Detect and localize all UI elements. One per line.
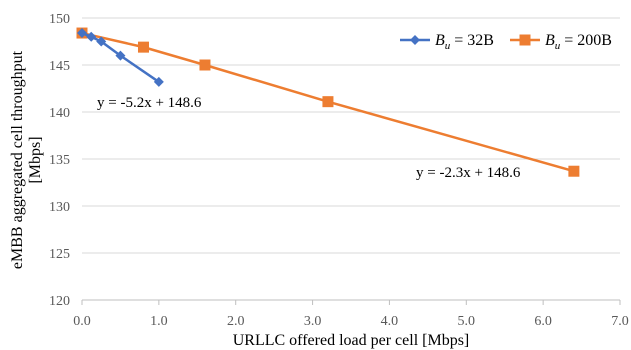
series-1-point-4 (568, 165, 580, 177)
series-1-point-3 (322, 96, 334, 108)
legend-marker-0 (410, 35, 420, 45)
series-0-point-4 (153, 76, 164, 87)
x-tick-7.0: 7.0 (611, 314, 629, 329)
legend-label-base: B (435, 32, 445, 49)
y-tick-130: 130 (49, 200, 70, 215)
legend-label-rest: = 200B (560, 32, 612, 49)
gridlines (82, 17, 620, 254)
series-0-point-0 (77, 28, 87, 39)
x-tick-0.0: 0.0 (73, 314, 91, 329)
y-tick-labels: 120 125 130 135 140 145 150 (49, 12, 70, 309)
y-tick-135: 135 (49, 153, 70, 168)
y-tick-125: 125 (49, 247, 70, 262)
y-tick-140: 140 (49, 106, 70, 121)
x-axis-title: URLLC offered load per cell [Mbps] (233, 332, 470, 349)
x-tick-3.0: 3.0 (304, 314, 322, 329)
legend-label-base: B (545, 32, 555, 49)
x-tick-1.0: 1.0 (150, 314, 168, 329)
legend-item-0: Bu = 32B (400, 32, 494, 52)
y-tick-120: 120 (49, 294, 70, 309)
x-tick-6.0: 6.0 (534, 314, 552, 329)
x-tick-4.0: 4.0 (381, 314, 399, 329)
legend-marker-1 (519, 34, 531, 46)
y-tick-145: 145 (49, 59, 70, 74)
legend-label-1: Bu = 200B (545, 32, 612, 52)
legend-label-rest: = 32B (450, 32, 494, 49)
x-tick-5.0: 5.0 (458, 314, 476, 329)
x-tick-labels: 0.0 1.0 2.0 3.0 4.0 5.0 6.0 7.0 (73, 314, 629, 329)
series-0-point-1 (86, 31, 97, 42)
legend-label-subscript: u (555, 40, 561, 52)
series-0-point-2 (96, 36, 107, 47)
legend-label-0: Bu = 32B (435, 32, 494, 52)
trendline-label-32b: y = -5.2x + 148.6 (97, 95, 202, 111)
y-tick-150: 150 (49, 12, 70, 27)
series-layer (76, 27, 580, 177)
series-1-point-2 (199, 59, 211, 71)
x-tick-2.0: 2.0 (227, 314, 245, 329)
legend: Bu = 32B Bu = 200B (400, 32, 612, 52)
trendline-label-200b: y = -2.3x + 148.6 (416, 165, 521, 181)
axes (81, 299, 621, 305)
legend-item-1: Bu = 200B (510, 32, 612, 52)
series-0-point-3 (115, 50, 126, 61)
series-0 (77, 28, 164, 87)
y-axis-title-line-2: [Mbps] (27, 136, 44, 183)
series-1-point-1 (137, 41, 149, 53)
legend-label-subscript: u (445, 40, 451, 52)
y-axis-title-line-1: eMBB aggregated cell throughput (9, 50, 26, 269)
y-axis-title: eMBB aggregated cell throughput [Mbps] (9, 50, 44, 269)
